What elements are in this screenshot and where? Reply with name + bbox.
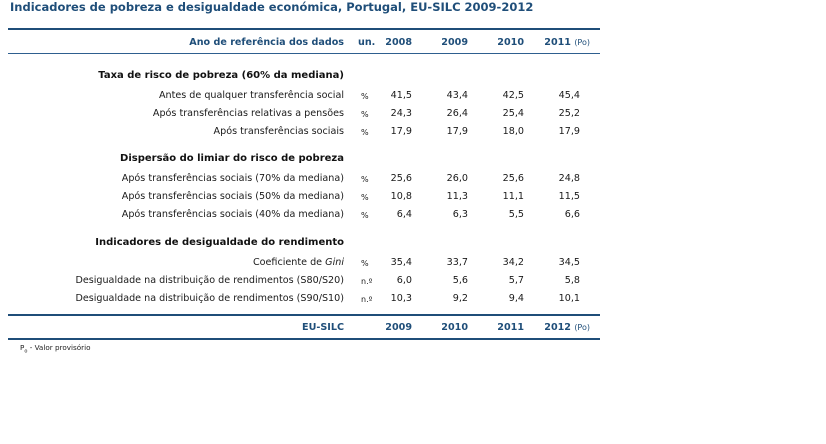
- row-value-2009: 26,4: [446, 108, 468, 119]
- footer-year-2010: 2010: [441, 322, 468, 333]
- row-value-2008: 41,5: [390, 90, 412, 101]
- row-value-2009: 5,6: [452, 275, 468, 286]
- row-value-2008: 6,4: [396, 209, 412, 220]
- row-value-2008: 24,3: [390, 108, 412, 119]
- section-title-income-inequality: Indicadores de desigualdade do rendiment…: [95, 237, 344, 248]
- header-year-2009: 2009: [441, 37, 468, 48]
- row-unit: %: [361, 110, 369, 119]
- row-label: Desigualdade na distribuição de rendimen…: [75, 275, 344, 286]
- row-value-2011: 24,8: [558, 173, 580, 184]
- footer-provisional-mark: (Po): [574, 323, 590, 332]
- header-provisional-mark: (Po): [574, 38, 590, 47]
- footer-year-2009: 2009: [385, 322, 412, 333]
- row-value-2010: 9,4: [508, 293, 524, 304]
- header-reference-year-label: Ano de referência dos dados: [189, 37, 344, 48]
- row-value-2011: 45,4: [558, 90, 580, 101]
- row-label-gini: Coeficiente de Gini: [253, 257, 344, 268]
- row-value-2010: 34,2: [502, 257, 524, 268]
- header-year-2011: 2011 (Po): [530, 37, 590, 48]
- footnote-text: - Valor provisório: [27, 343, 91, 352]
- header-unit: un.: [358, 37, 376, 48]
- footnote-symbol-sub: o: [24, 348, 28, 355]
- gini-label-prefix: Coeficiente de: [252, 257, 326, 268]
- row-value-2008: 25,6: [390, 173, 412, 184]
- row-value-2010: 18,0: [502, 126, 524, 137]
- row-label: Após transferências relativas a pensões: [152, 108, 344, 119]
- row-unit: %: [361, 259, 369, 268]
- row-label: Após transferências sociais (50% da medi…: [121, 191, 344, 202]
- footer-year-2011: 2011: [497, 322, 524, 333]
- row-value-2008: 10,3: [390, 293, 412, 304]
- row-value-2009: 11,3: [446, 191, 468, 202]
- row-value-2010: 42,5: [502, 90, 524, 101]
- row-value-2011: 34,5: [558, 257, 580, 268]
- row-value-2011: 6,6: [564, 209, 580, 220]
- row-value-2010: 25,4: [502, 108, 524, 119]
- row-value-2009: 33,7: [446, 257, 468, 268]
- row-unit: %: [361, 175, 369, 184]
- footer-source-label: EU-SILC: [302, 322, 344, 333]
- row-value-2010: 5,7: [508, 275, 524, 286]
- row-value-2009: 26,0: [446, 173, 468, 184]
- row-value-2008: 35,4: [390, 257, 412, 268]
- row-value-2010: 25,6: [502, 173, 524, 184]
- row-value-2008: 10,8: [390, 191, 412, 202]
- footnote-symbol: P: [20, 343, 25, 352]
- row-unit: %: [361, 211, 369, 220]
- row-value-2011: 17,9: [558, 126, 580, 137]
- row-value-2011: 10,1: [558, 293, 580, 304]
- top-rule: [8, 28, 600, 30]
- row-value-2010: 5,5: [508, 209, 524, 220]
- header-year-2010: 2010: [497, 37, 524, 48]
- row-value-2009: 43,4: [446, 90, 468, 101]
- row-unit: n.º: [361, 295, 373, 304]
- header-year-2008: 2008: [385, 37, 412, 48]
- row-label: Desigualdade na distribuição de rendimen…: [75, 293, 344, 304]
- row-value-2011: 11,5: [558, 191, 580, 202]
- row-value-2008: 6,0: [396, 275, 412, 286]
- footer-year-2012-value: 2012: [544, 322, 571, 333]
- row-unit: n.º: [361, 277, 373, 286]
- table-title: Indicadores de pobreza e desigualdade ec…: [10, 0, 534, 14]
- footer-top-rule: [8, 314, 600, 316]
- section-title-threshold-dispersion: Dispersão do limiar do risco de pobreza: [120, 153, 344, 164]
- header-rule: [8, 53, 600, 54]
- gini-label-italic: Gini: [325, 257, 344, 268]
- header-year-2011-value: 2011: [544, 37, 571, 48]
- row-unit: %: [361, 128, 369, 137]
- row-label: Após transferências sociais (70% da medi…: [121, 173, 344, 184]
- row-value-2010: 11,1: [502, 191, 524, 202]
- row-value-2008: 17,9: [390, 126, 412, 137]
- row-value-2011: 5,8: [564, 275, 580, 286]
- row-value-2011: 25,2: [558, 108, 580, 119]
- row-label: Após transferências sociais (40% da medi…: [121, 209, 344, 220]
- footer-year-2012: 2012 (Po): [530, 322, 590, 333]
- footer-bottom-rule: [8, 338, 600, 340]
- row-label: Antes de qualquer transferência social: [158, 90, 344, 101]
- footnote: Po - Valor provisório: [20, 343, 90, 354]
- row-unit: %: [361, 92, 369, 101]
- row-unit: %: [361, 193, 369, 202]
- row-value-2009: 9,2: [452, 293, 468, 304]
- row-value-2009: 6,3: [452, 209, 468, 220]
- row-value-2009: 17,9: [446, 126, 468, 137]
- section-title-poverty-rate: Taxa de risco de pobreza (60% da mediana…: [98, 70, 344, 81]
- row-label: Após transferências sociais: [213, 126, 344, 137]
